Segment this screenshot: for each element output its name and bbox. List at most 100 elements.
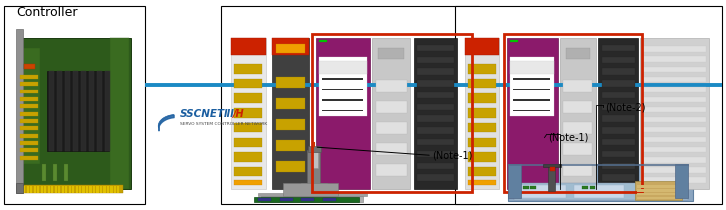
Bar [508,164,693,201]
Bar [602,139,635,145]
Bar [417,163,454,169]
Bar [30,186,33,193]
Bar [643,107,706,112]
Bar [234,152,262,162]
Bar [322,78,363,80]
Bar [319,57,367,116]
Bar [118,186,120,193]
Bar [515,185,566,198]
Bar [417,57,454,63]
Bar [48,186,50,193]
Bar [643,97,706,102]
Bar [530,186,536,189]
Bar [417,104,454,110]
Bar [83,186,85,193]
Text: Controller: Controller [16,6,78,19]
Bar [16,29,23,193]
Bar [504,34,642,192]
Bar [455,6,722,204]
Bar [563,143,592,155]
Bar [20,104,38,108]
Bar [510,40,518,42]
Bar [283,183,338,196]
Bar [4,6,145,204]
Bar [65,186,68,193]
Bar [47,71,116,151]
Text: /H: /H [233,109,245,119]
Bar [602,116,635,122]
Bar [417,174,454,181]
Bar [643,177,706,183]
Text: (Note-1): (Note-1) [432,150,473,160]
Bar [20,156,38,160]
Bar [513,110,550,111]
Bar [602,57,635,63]
Bar [65,71,70,151]
Bar [637,197,680,199]
Bar [468,152,496,162]
Bar [51,186,53,193]
Bar [62,186,64,193]
Bar [110,38,129,189]
Bar [468,93,496,103]
Bar [563,101,592,113]
Bar [234,123,262,132]
Bar [563,164,592,176]
Bar [602,151,635,157]
Bar [574,185,624,198]
Bar [276,161,305,172]
Bar [468,138,496,147]
Bar [110,186,113,193]
Bar [468,64,496,74]
Bar [93,186,95,193]
Bar [308,146,321,152]
Bar [42,164,46,181]
Bar [468,123,496,132]
Bar [20,90,38,93]
Bar [276,77,305,88]
Bar [507,38,558,189]
Bar [76,186,78,193]
Bar [100,186,102,193]
Bar [510,57,554,116]
Bar [272,38,309,55]
Bar [598,38,638,189]
Bar [323,198,336,201]
Bar [234,79,262,88]
Bar [322,99,363,101]
Bar [643,117,706,122]
Bar [643,147,706,152]
Bar [41,186,43,193]
Bar [508,164,521,198]
Bar [221,6,479,204]
Bar [417,151,454,157]
Bar [276,140,305,151]
Text: SERVO SYSTEM CONTROLLER NETWORK: SERVO SYSTEM CONTROLLER NETWORK [180,122,267,126]
Bar [319,40,327,42]
Bar [33,186,36,193]
Bar [640,38,709,189]
Bar [234,138,262,147]
Bar [643,127,706,132]
Bar [563,80,592,92]
Bar [602,92,635,98]
Bar [513,89,550,90]
Bar [643,56,706,62]
Bar [261,196,363,202]
Bar [643,77,706,82]
Bar [276,119,305,130]
Bar [566,48,590,59]
Bar [20,112,38,116]
Bar [53,164,57,181]
Bar [231,38,266,189]
Bar [20,75,38,79]
Bar [543,164,561,167]
Bar [465,38,499,55]
Bar [89,71,94,151]
Bar [58,186,60,193]
Bar [234,167,262,176]
Bar [508,164,688,165]
Bar [20,126,38,130]
Bar [89,186,91,193]
Bar [272,38,309,189]
